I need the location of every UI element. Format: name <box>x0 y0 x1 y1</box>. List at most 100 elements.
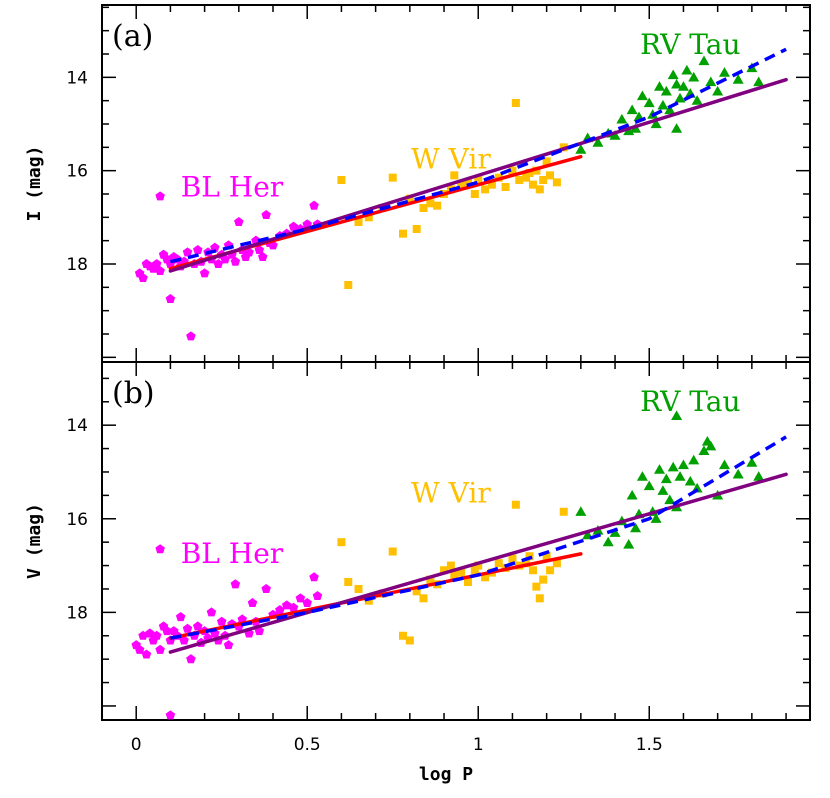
w-vir-point <box>539 176 548 184</box>
rv-tau-point <box>636 471 648 481</box>
bl-her-point <box>220 254 230 264</box>
group-label-w-vir: W Vir <box>411 142 491 175</box>
x-tick-label: 0.5 <box>294 735 321 755</box>
bl-her-point <box>175 612 186 622</box>
bl-her-point <box>213 259 224 269</box>
bl-her-point <box>258 252 268 262</box>
w-vir-point <box>552 178 561 187</box>
w-vir-point <box>515 176 524 184</box>
w-vir-point <box>487 180 496 189</box>
bl-her-point <box>199 268 210 278</box>
panel-b: 14 16 18 V (mag) (b) BL Her W Vir RV Tau <box>24 361 811 721</box>
bl-her-point <box>312 590 323 601</box>
rv-tau-point <box>609 527 621 537</box>
w-vir-point <box>474 176 483 184</box>
rv-tau-point <box>575 506 587 516</box>
bl-her-point <box>179 635 189 645</box>
w-vir-point <box>552 559 561 568</box>
w-vir-point <box>470 190 479 198</box>
w-vir-point <box>494 559 503 568</box>
bl-her-point <box>230 256 241 266</box>
w-vir-point <box>440 566 449 575</box>
rv-tau-point <box>602 536 614 547</box>
y-tick-label: 14 <box>66 416 88 436</box>
w-vir-point <box>535 594 544 603</box>
fit-line-all-types-fit <box>168 77 788 273</box>
bl-her-point <box>302 598 312 608</box>
bl-her-point <box>261 210 271 220</box>
x-tick-label: 1.5 <box>636 735 663 755</box>
x-axis-title: log P <box>419 764 473 785</box>
rv-tau-point <box>674 92 686 103</box>
bl-her-point <box>216 616 227 626</box>
bl-her-point <box>155 191 165 201</box>
rv-tau-point <box>688 454 700 465</box>
w-vir-point <box>419 204 428 212</box>
rv-tau-point <box>575 144 587 154</box>
bl-her-point <box>309 200 319 210</box>
w-vir-point <box>463 178 472 187</box>
bl-her-point <box>155 644 165 654</box>
bl-her-point <box>165 294 176 304</box>
w-vir-point <box>522 559 531 568</box>
panel-a: 14 16 18 I (mag) (a) BL Her W Vir RV Tau <box>24 4 811 363</box>
x-tick-label: 0 <box>131 735 142 755</box>
rv-tau-point <box>705 76 717 87</box>
rv-tau-point <box>746 457 758 467</box>
rv-tau-point <box>626 104 638 115</box>
bl-her-point <box>254 245 265 255</box>
bl-her-point <box>295 593 306 603</box>
rv-tau-point <box>657 99 669 110</box>
rv-tau-point <box>753 471 765 481</box>
fit-line-quadratic-fit <box>170 435 787 640</box>
rv-tau-point <box>657 485 669 495</box>
fit-lines <box>168 435 788 654</box>
group-label-bl-her: BL Her <box>181 170 284 203</box>
rv-tau-point <box>718 67 730 77</box>
rv-tau-point <box>671 78 683 89</box>
w-vir-point <box>528 566 537 575</box>
w-vir-point <box>450 171 459 180</box>
rv-tau-point <box>698 55 710 66</box>
rv-tau-point <box>626 489 638 500</box>
w-vir-point <box>337 538 346 547</box>
fit-line-all-types-fit <box>168 472 788 654</box>
w-vir-point <box>412 225 421 233</box>
w-vir-point <box>405 636 414 645</box>
y-tick-label: 18 <box>66 255 88 275</box>
group-label-bl-her: BL Her <box>181 537 284 570</box>
rv-tau-point <box>677 459 689 470</box>
x-tick-label: 1 <box>473 735 484 755</box>
rv-tau-point <box>674 471 686 481</box>
rv-tau-point <box>636 90 648 101</box>
shared-x-axis: 0 0.5 1 1.5 log P <box>131 735 663 785</box>
w-vir-point <box>559 507 568 516</box>
bl-her-point <box>186 654 196 664</box>
rv-tau-point <box>667 69 679 80</box>
w-vir-point <box>501 183 510 191</box>
rv-tau-point <box>616 113 628 124</box>
w-vir-point <box>525 552 534 561</box>
w-vir-point <box>481 185 490 194</box>
rv-tau-point <box>609 130 621 140</box>
panel-label: (a) <box>112 19 153 54</box>
rv-tau-point <box>664 104 676 115</box>
w-vir-point <box>525 169 534 177</box>
bl-her-point <box>138 630 148 640</box>
fit-lines <box>168 47 788 273</box>
rv-tau-point <box>650 513 662 523</box>
w-vir-point <box>337 176 346 184</box>
w-vir-point <box>364 213 373 222</box>
w-vir-point <box>405 194 414 203</box>
bl-her-point <box>155 544 165 554</box>
y-axis-title: V (mag) <box>24 503 45 579</box>
rv-tau-point <box>677 81 689 91</box>
rv-tau-point <box>681 64 693 75</box>
rv-tau-point <box>671 123 683 133</box>
rv-tau-point <box>698 445 710 456</box>
w-vir-point <box>419 594 428 603</box>
bl-her-point <box>281 600 292 610</box>
w-vir-point <box>508 166 517 175</box>
w-vir-point <box>354 584 363 593</box>
rv-tau-point <box>664 494 676 505</box>
